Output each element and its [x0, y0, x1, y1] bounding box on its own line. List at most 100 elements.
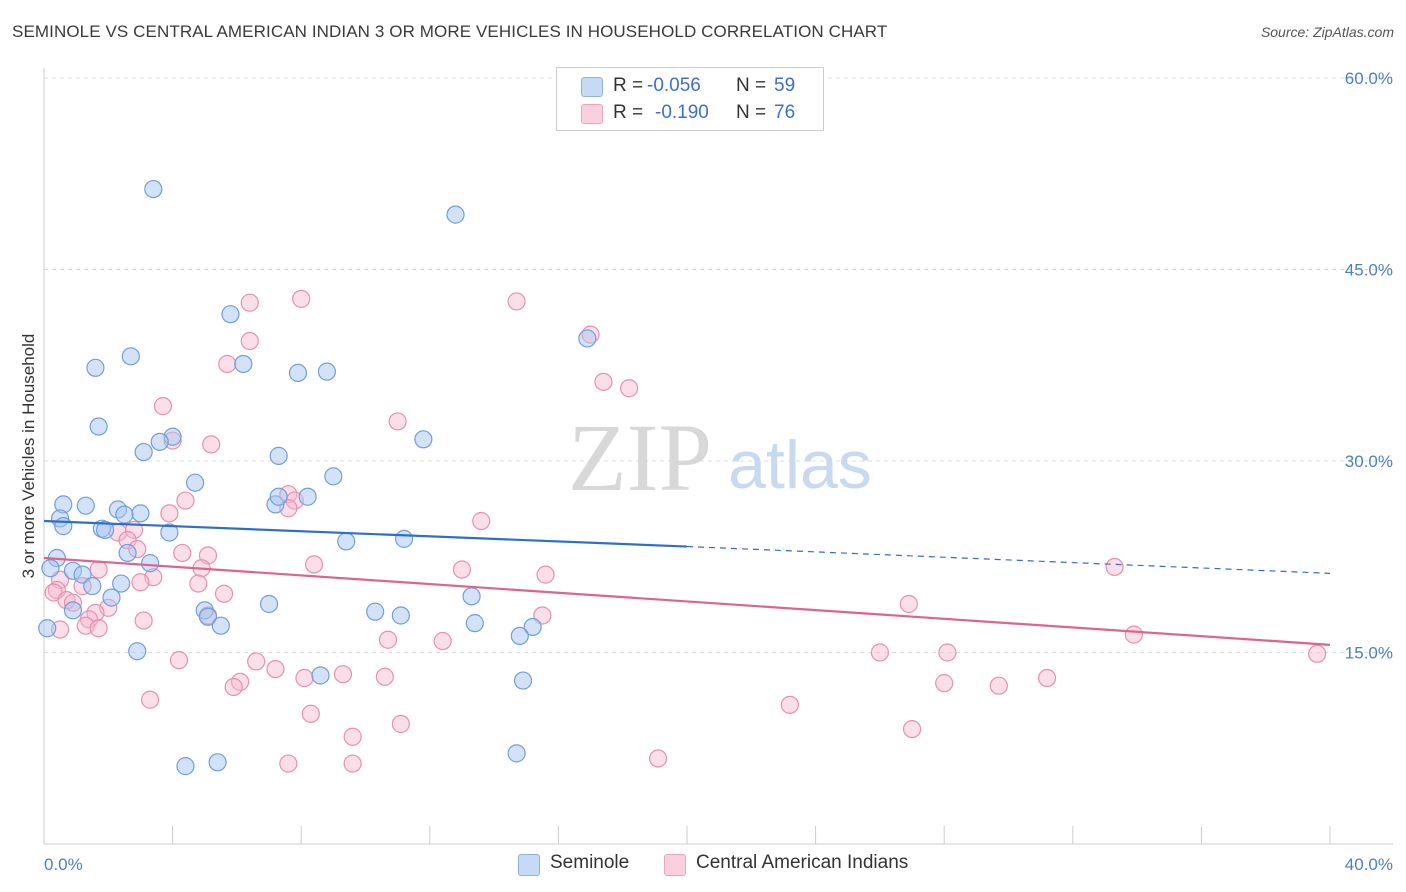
seminole-point: [311, 666, 330, 685]
cai-point: [938, 643, 957, 662]
y-tick-label: 45.0%: [1345, 261, 1393, 280]
cai-point: [333, 665, 353, 684]
seminole-point: [507, 744, 526, 763]
cai-point: [902, 719, 922, 739]
seminole-point: [414, 430, 433, 449]
seminole-point: [186, 473, 205, 492]
cai-point: [189, 574, 208, 593]
seminole-point: [102, 588, 121, 607]
cai-point: [899, 594, 918, 614]
seminole-point: [150, 432, 169, 451]
cai-point: [780, 695, 799, 714]
source-label: Source: ZipAtlas.com: [1260, 24, 1394, 40]
seminole-point: [198, 607, 218, 626]
cai-point: [240, 293, 259, 312]
cai-point: [292, 289, 311, 308]
seminole-point: [391, 606, 410, 625]
x-tick-label-max: 40.0%: [1345, 855, 1393, 874]
seminole-point: [298, 487, 317, 506]
seminole-point: [131, 504, 150, 523]
seminole-point: [324, 467, 343, 486]
cai-point: [452, 560, 472, 579]
cai-point: [153, 397, 173, 416]
seminole-point: [510, 626, 529, 646]
seminole-point: [160, 523, 179, 542]
seminole-trendline: [43, 519, 688, 548]
cai-point: [218, 354, 237, 374]
seminole-point: [208, 753, 227, 772]
seminole-point: [446, 205, 465, 224]
cai-point: [1037, 668, 1057, 688]
seminole-point: [578, 329, 597, 348]
cai-point: [870, 643, 890, 662]
watermark-atlas: atlas: [728, 427, 872, 503]
cai-point: [160, 504, 179, 523]
seminole-point: [115, 505, 134, 524]
seminole-point: [86, 358, 105, 377]
seminole-n-value: 59: [774, 75, 796, 96]
cai-point: [89, 619, 108, 638]
seminole-point: [95, 520, 115, 540]
y-tick-label: 30.0%: [1345, 452, 1393, 471]
seminole-r-value: -0.056: [647, 75, 701, 96]
seminole-legend-swatch: [518, 854, 540, 876]
cai-point: [134, 611, 153, 630]
seminole-point: [337, 532, 356, 551]
cai-trendline: [43, 556, 1331, 646]
seminole-point: [523, 617, 542, 637]
cai-point: [140, 690, 160, 709]
seminole-point: [54, 517, 73, 536]
seminole-point: [366, 602, 385, 621]
cai-point: [989, 676, 1008, 695]
seminole-point: [176, 757, 195, 776]
seminole-legend-label: Seminole: [550, 852, 630, 873]
cai-point: [301, 704, 320, 723]
seminole-point: [288, 363, 308, 383]
seminole-points: [38, 179, 597, 776]
cai-point: [89, 560, 108, 579]
seminole-point: [269, 487, 288, 506]
cai-point: [433, 631, 452, 651]
seminole-point: [462, 587, 481, 606]
cai-point: [1308, 644, 1327, 663]
cai-point: [343, 727, 362, 746]
seminole-point: [259, 594, 279, 614]
seminole-point: [41, 559, 60, 578]
cai-n-value: 76: [774, 102, 796, 123]
cai-point: [1105, 557, 1124, 577]
stats-legend: R = -0.056 N = 59 R = -0.190 N = 76: [556, 67, 824, 131]
y-tick-label: 60.0%: [1345, 69, 1393, 88]
seminole-point: [221, 305, 240, 324]
seminole-point: [121, 347, 140, 366]
r-label: R =: [613, 102, 644, 123]
cai-point: [266, 659, 285, 679]
n-label: N =: [736, 102, 767, 123]
cai-point: [176, 491, 195, 510]
cai-point: [648, 749, 668, 768]
r-label: R =: [613, 75, 644, 96]
cai-point: [472, 511, 491, 531]
x-tick-label-min: 0.0%: [44, 855, 83, 874]
seminole-point: [234, 354, 253, 374]
seminole-point: [394, 529, 414, 548]
y-tick-labels: 15.0% 30.0% 45.0% 60.0%: [1345, 69, 1393, 663]
seminole-point: [118, 543, 137, 563]
cai-point: [214, 584, 234, 603]
seminole-point: [513, 671, 533, 690]
cai-point: [507, 292, 526, 311]
seminole-point: [317, 362, 337, 381]
seminole-swatch: [581, 77, 603, 97]
cai-point: [224, 677, 243, 697]
seminole-trendline-extension: [686, 545, 1331, 574]
seminole-point: [140, 554, 160, 573]
cai-point: [247, 652, 266, 671]
cai-point: [388, 412, 407, 431]
cai-point: [391, 714, 410, 734]
cai-point: [620, 379, 639, 398]
cai-point: [279, 754, 298, 773]
seminole-point: [134, 442, 153, 462]
cai-point: [594, 372, 613, 391]
seminole-point: [89, 417, 108, 436]
watermark: ZIP atlas: [568, 404, 872, 511]
